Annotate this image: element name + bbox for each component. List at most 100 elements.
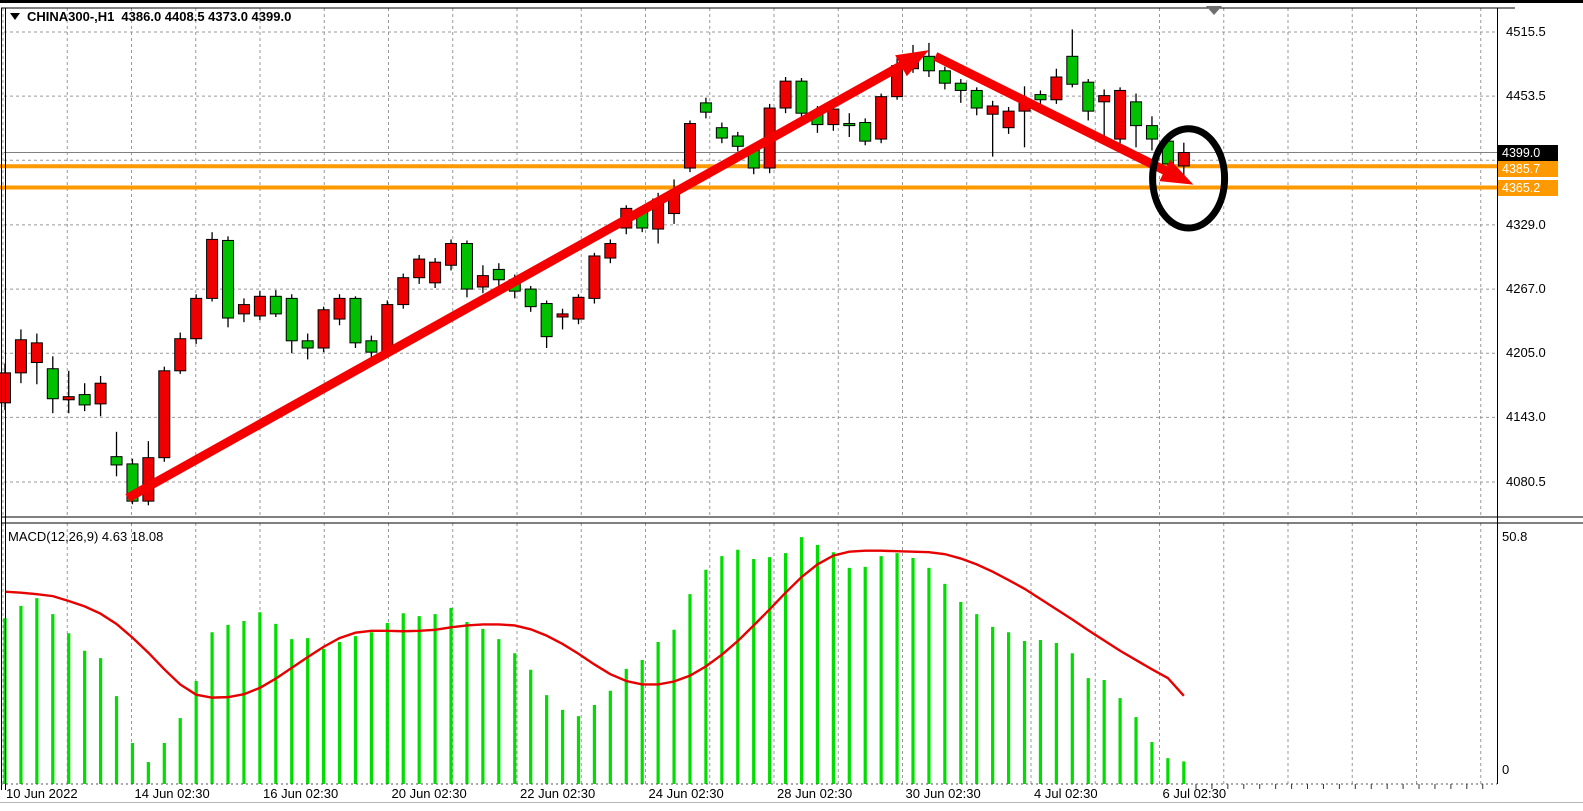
candle: [269, 295, 282, 315]
candle: [445, 243, 458, 266]
candle: [46, 368, 59, 400]
candle: [588, 255, 601, 299]
macd-panel: [3, 537, 1186, 784]
trend-arrows[interactable]: [125, 50, 1194, 502]
candle: [524, 288, 537, 308]
candle: [317, 309, 330, 349]
candle: [556, 313, 569, 318]
ellipse[interactable]: [1149, 125, 1229, 232]
macd-scale-min: 0: [1502, 762, 1510, 777]
time-axis-label: 14 Jun 02:30: [134, 786, 210, 801]
candle: [572, 296, 585, 320]
candle: [1114, 89, 1127, 140]
line: [933, 52, 1173, 178]
candle: [492, 268, 505, 281]
time-axis-label: 16 Jun 02:30: [263, 786, 339, 801]
candle: [206, 238, 219, 299]
candle: [795, 80, 808, 114]
candle: [222, 239, 235, 319]
candle: [253, 295, 266, 317]
candle: [237, 304, 250, 315]
candle: [285, 297, 298, 342]
time-axis-label: 10 Jun 2022: [6, 786, 78, 801]
candle: [1177, 152, 1190, 167]
line: [125, 58, 909, 502]
current-price-tag: 4399.0: [1498, 145, 1558, 161]
price-axis-label: 4515.5: [1506, 24, 1546, 39]
time-axis-label: 28 Jun 02:30: [777, 786, 853, 801]
chart-title: CHINA300-,H1 4386.0 4408.5 4373.0 4399.0: [10, 9, 291, 24]
candle: [731, 135, 744, 147]
candle: [1130, 101, 1143, 127]
time-axis-label: 30 Jun 02:30: [905, 786, 981, 801]
ellipse-annotation[interactable]: [1149, 125, 1229, 232]
price-axis-label: 4329.0: [1506, 216, 1546, 232]
time-axis-label: 6 Jul 02:30: [1162, 786, 1227, 801]
ohlc-values: 4386.0 4408.5 4373.0 4399.0: [121, 9, 292, 24]
candle: [604, 243, 617, 259]
time-axis-label: 22 Jun 02:30: [520, 786, 596, 801]
resistance-price-tag: 4385.7: [1498, 161, 1558, 177]
candle: [333, 297, 346, 320]
candle: [62, 396, 75, 401]
candle: [110, 456, 123, 466]
time-axis-label: 20 Jun 02:30: [391, 786, 467, 801]
candle: [859, 122, 872, 142]
candle: [78, 394, 91, 406]
candle: [1002, 110, 1015, 129]
price-axis-label: 4267.0: [1506, 281, 1546, 297]
candle: [922, 55, 935, 72]
candle: [827, 108, 840, 126]
candle: [1066, 55, 1079, 85]
candle: [30, 342, 43, 364]
candle: [843, 123, 856, 127]
candle: [301, 340, 314, 349]
candle: [14, 339, 27, 374]
candle: [397, 277, 410, 306]
symbol-dropdown-icon[interactable]: [10, 13, 20, 20]
candle: [365, 340, 378, 353]
time-axis-label: 24 Jun 02:30: [648, 786, 724, 801]
price-axis-label: 4143.0: [1506, 409, 1546, 425]
candle: [1050, 76, 1063, 101]
candle: [476, 275, 489, 288]
chart-marker-icon[interactable]: [1206, 6, 1222, 15]
candle: [126, 463, 139, 502]
candle: [683, 123, 696, 169]
candles: [0, 29, 1190, 506]
support-price-tag: 4365.2: [1498, 180, 1558, 196]
candle: [954, 82, 967, 91]
symbol-period-label: CHINA300-,H1: [27, 9, 115, 24]
candle: [699, 102, 712, 113]
candle: [413, 258, 426, 279]
candle: [429, 261, 442, 284]
candle: [158, 370, 171, 459]
candle: [349, 297, 362, 344]
candle: [94, 382, 107, 405]
candle: [779, 80, 792, 109]
candle: [938, 70, 951, 84]
candle: [875, 96, 888, 140]
time-axis-label: 4 Jul 02:30: [1034, 786, 1098, 801]
price-axis-label: 4080.5: [1506, 474, 1546, 489]
price-axis-label: 4453.5: [1506, 88, 1546, 104]
candle: [970, 89, 983, 109]
candle: [540, 303, 553, 338]
macd-scale-max: 50.8: [1502, 529, 1528, 544]
candle: [1082, 81, 1095, 112]
candle: [190, 297, 203, 340]
candle: [174, 338, 187, 372]
candle: [1098, 95, 1111, 103]
arrowhead-icon: [895, 50, 929, 77]
candle: [381, 304, 394, 353]
candle: [715, 127, 728, 139]
price-axis-label: 4205.0: [1506, 345, 1546, 361]
gridlines: [2, 8, 1497, 784]
macd-signal-line: [4, 549, 1185, 699]
arrowhead-icon: [1159, 159, 1194, 185]
candle: [460, 243, 473, 290]
candle: [986, 105, 999, 115]
